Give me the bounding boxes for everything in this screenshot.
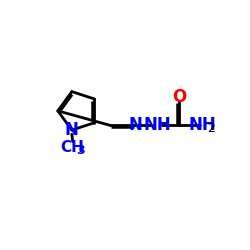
Text: O: O	[172, 88, 186, 106]
Text: N: N	[65, 121, 79, 139]
Text: NH: NH	[188, 116, 216, 134]
Text: 2: 2	[208, 122, 216, 135]
Text: N: N	[129, 116, 142, 134]
Text: CH: CH	[60, 140, 84, 155]
Text: NH: NH	[143, 116, 171, 134]
Text: 3: 3	[76, 144, 84, 157]
